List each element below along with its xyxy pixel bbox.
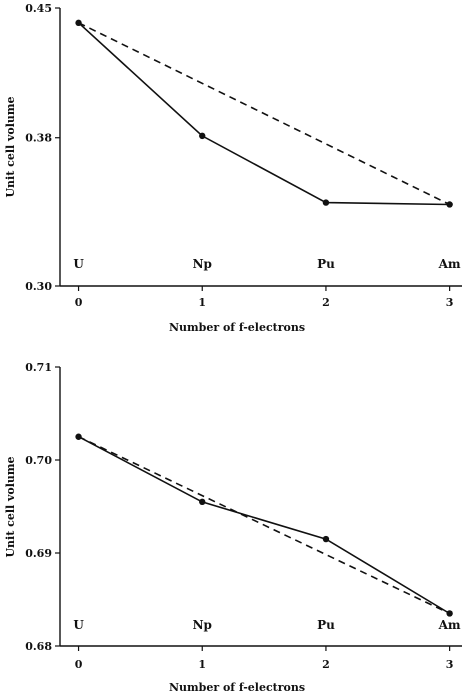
top-category-label: U	[73, 257, 84, 271]
top-series	[75, 19, 453, 208]
chart-bottom: Unit cell volume Number of f-electrons 0…	[4, 361, 462, 694]
top-data-point	[446, 201, 453, 208]
top-data-point	[199, 132, 206, 140]
top-x-axis-title: Number of f-electrons	[169, 321, 305, 334]
bottom-y-axis-title: Unit cell volume	[4, 456, 17, 557]
top-y-tick-label: 0.30	[25, 280, 52, 293]
bottom-data-point	[322, 535, 330, 543]
chart-top: Unit cell volume Number of f-electrons 0…	[4, 2, 462, 334]
bottom-data-point	[446, 610, 453, 617]
bottom-y-tick-label: 0.68	[25, 640, 52, 653]
top-category-labels: U Np Pu Am	[73, 257, 461, 271]
top-y-axis-title: Unit cell volume	[4, 96, 17, 197]
top-category-label: Pu	[317, 257, 335, 271]
top-x-tick-label: 1	[198, 296, 206, 309]
top-series-dashed-line	[78, 22, 450, 206]
bottom-series	[75, 433, 453, 617]
bottom-category-label: Np	[193, 618, 212, 632]
bottom-data-point	[199, 498, 206, 506]
top-y-tick-label: 0.45	[25, 2, 52, 15]
bottom-x-tick-label: 2	[322, 658, 330, 671]
top-data-point	[75, 19, 82, 27]
top-data-point	[322, 199, 330, 206]
bottom-x-axis-title: Number of f-electrons	[169, 681, 305, 694]
bottom-x-tick-label: 1	[198, 658, 206, 671]
bottom-ticks: 0.71 0.70 0.69 0.68 0 1 2 3	[25, 361, 453, 671]
top-x-tick-label: 2	[322, 296, 330, 309]
bottom-series-dashed-line	[78, 435, 450, 615]
bottom-category-label: Am	[438, 618, 461, 632]
top-ticks: 0.45 0.38 0.30 0 1 2 3	[25, 2, 453, 309]
bottom-y-tick-label: 0.71	[25, 361, 52, 374]
bottom-data-point	[75, 433, 82, 440]
top-category-label: Np	[193, 257, 212, 271]
top-x-tick-label: 0	[75, 296, 83, 309]
bottom-category-labels: U Np Pu Am	[73, 618, 461, 632]
bottom-y-tick-label: 0.69	[25, 547, 52, 560]
top-category-label: Am	[438, 257, 461, 271]
top-x-tick-label: 3	[446, 296, 454, 309]
bottom-y-tick-label: 0.70	[25, 454, 52, 467]
bottom-category-label: Pu	[317, 618, 335, 632]
bottom-category-label: U	[73, 618, 84, 632]
bottom-series-solid-line	[78, 435, 451, 615]
bottom-x-tick-label: 0	[75, 658, 83, 671]
top-series-solid-line	[78, 22, 450, 206]
bottom-x-tick-label: 3	[446, 658, 454, 671]
top-y-tick-label: 0.38	[25, 132, 52, 145]
